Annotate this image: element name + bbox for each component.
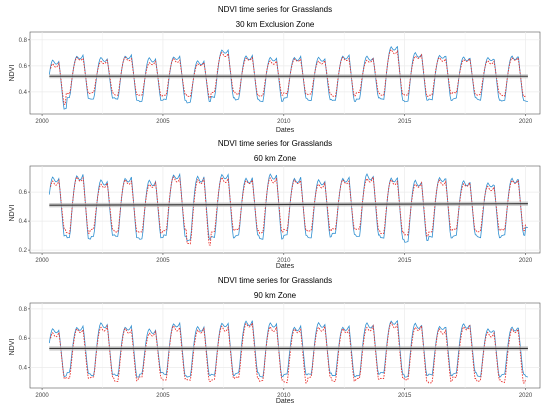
x-tick-label: 2010 [277,119,291,125]
x-tick-label: 2015 [398,393,412,399]
y-tick-label: 0.4 [19,90,28,96]
y-tick-label: 0.6 [19,190,28,196]
chart-subtitle: 60 km Zone [254,154,297,163]
y-tick-label: 0.6 [19,336,28,342]
series-line-red [50,48,526,105]
x-tick-label: 2010 [277,393,291,399]
y-axis-label: NDVI [9,205,16,222]
plot-area [29,302,541,389]
plot-area [29,165,541,254]
y-tick-label: 0.8 [19,307,28,313]
series-line-blue [48,319,529,378]
x-tick-label: 2015 [398,258,412,264]
y-tick-label: 0.4 [19,365,28,371]
plot-area [29,31,541,115]
x-tick-label: 2020 [519,393,533,399]
x-tick-label: 2005 [156,258,170,264]
chart-subtitle: 90 km Zone [254,291,297,300]
chart-panel-30km: NDVI time series for Grasslands 30 km Ex… [9,5,541,134]
chart-title: NDVI time series for Grasslands [218,139,332,148]
x-tick-label: 2010 [277,258,291,264]
x-axis-label: Dates [276,398,295,405]
y-tick-label: 0.8 [19,38,28,44]
x-axis-label: Dates [276,263,295,270]
y-axis-label: NDVI [9,65,16,82]
x-tick-label: 2020 [519,258,533,264]
y-tick-label: 0.6 [19,64,28,70]
chart-title: NDVI time series for Grasslands [218,276,332,285]
x-tick-label: 2000 [35,119,49,125]
x-tick-label: 2005 [156,393,170,399]
x-tick-label: 2005 [156,119,170,125]
trend-line [49,203,528,206]
y-tick-label: 0.2 [19,248,28,254]
x-tick-label: 2020 [519,119,533,125]
y-axis-label: NDVI [9,339,16,356]
x-tick-label: 2000 [35,258,49,264]
x-tick-label: 2015 [398,119,412,125]
chart-subtitle: 30 km Exclusion Zone [236,20,315,29]
x-tick-label: 2000 [35,393,49,399]
x-axis-label: Dates [276,127,295,134]
chart-panel-90km: NDVI time series for Grasslands 90 km Zo… [9,276,541,405]
series-line-red [50,321,526,384]
y-tick-label: 0.4 [19,219,28,225]
chart-panel-60km: NDVI time series for Grasslands 60 km Zo… [9,139,541,270]
chart-title: NDVI time series for Grasslands [218,5,332,14]
series-line-red [50,175,526,246]
